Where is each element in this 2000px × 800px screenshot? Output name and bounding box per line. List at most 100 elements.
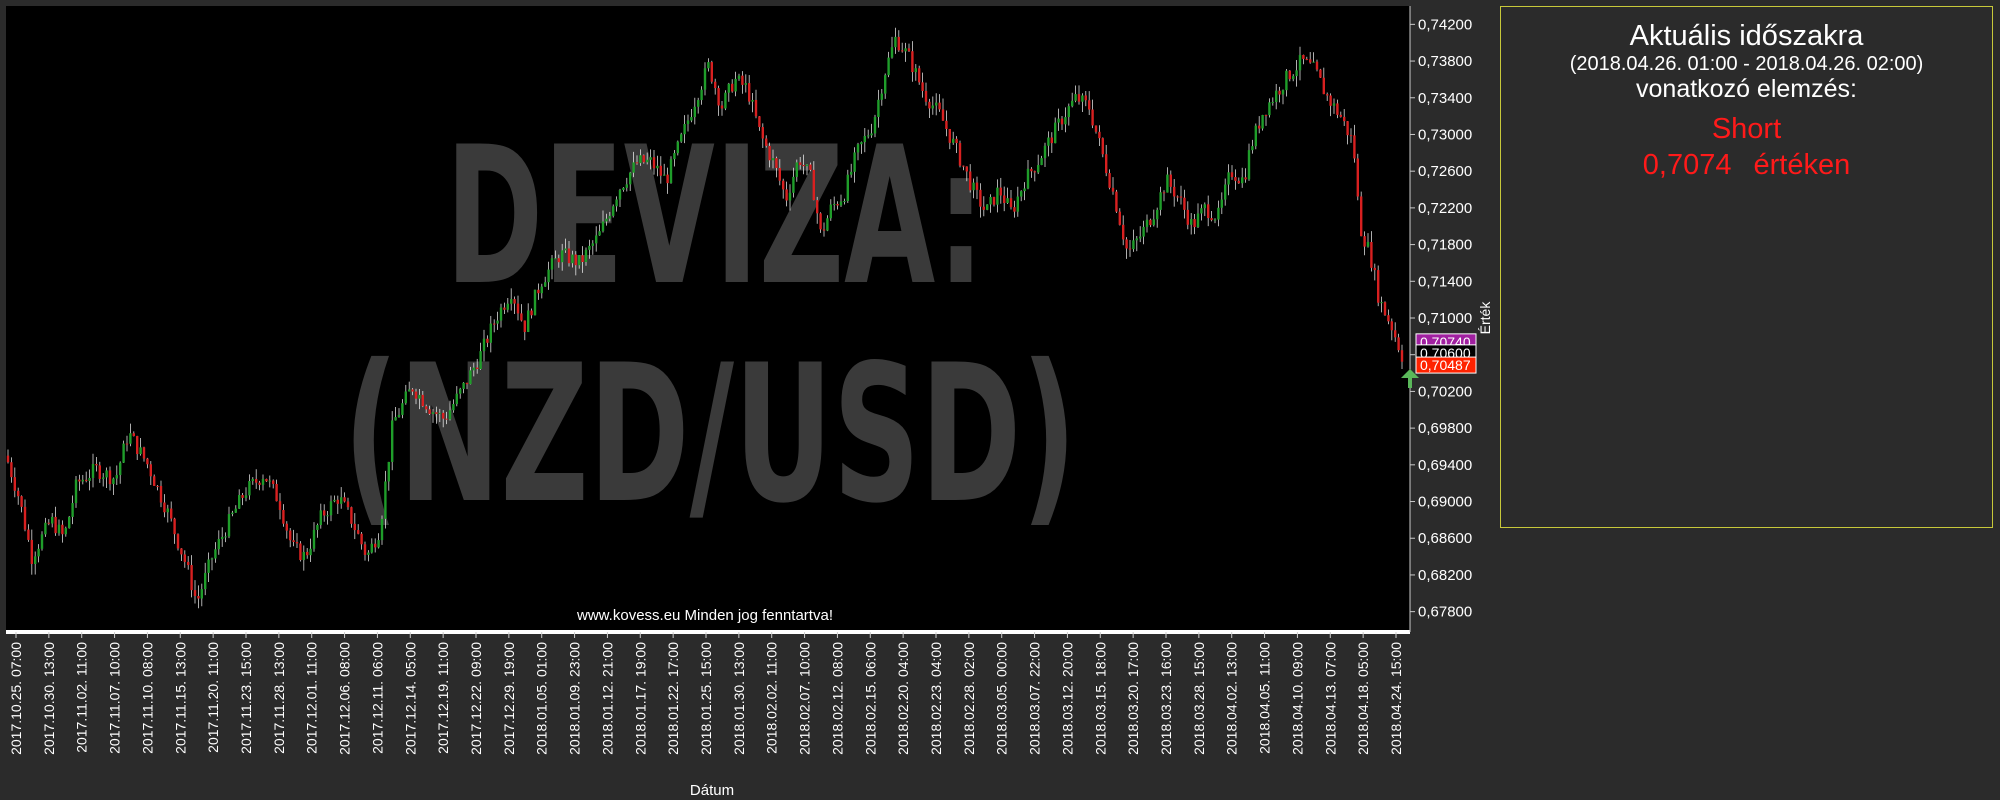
y-tick-label: 0,70200 xyxy=(1418,383,1472,400)
candle-body xyxy=(292,540,295,542)
candle-body xyxy=(1179,196,1183,198)
candle-body xyxy=(333,499,336,502)
candle-body xyxy=(996,187,999,205)
candle-body xyxy=(802,164,805,167)
candle-body xyxy=(958,143,962,166)
candle-body xyxy=(703,68,707,90)
candle-body xyxy=(54,516,57,534)
candle-body xyxy=(309,548,312,556)
candle-body xyxy=(1169,174,1172,187)
candle-body xyxy=(1186,209,1189,225)
candle-body xyxy=(183,554,186,562)
candle-body xyxy=(1176,196,1179,198)
copyright-footer: www.kovess.eu Minden jog fenntartva! xyxy=(576,607,833,624)
candle-body xyxy=(1152,219,1155,226)
candle-body xyxy=(999,187,1002,196)
candle-body xyxy=(666,174,669,184)
candle-body xyxy=(122,443,125,463)
candle-body xyxy=(68,516,71,529)
signal-price: 0,7074 xyxy=(1642,149,1732,181)
candle-body xyxy=(238,494,241,509)
watermark-line-2: (NZD/USD) xyxy=(343,324,1077,546)
candle-body xyxy=(394,417,397,421)
candle-body xyxy=(945,120,948,130)
x-tick-label: 2018.01.09. 23:00 xyxy=(567,642,583,755)
candle-body xyxy=(510,299,513,304)
candle-body xyxy=(210,558,214,560)
candle-body xyxy=(574,254,577,266)
candle-body xyxy=(476,367,479,370)
candle-body xyxy=(1288,70,1291,80)
candle-body xyxy=(724,92,727,109)
candle-body xyxy=(911,51,914,73)
price-marker-label: 0,70487 xyxy=(1420,357,1471,373)
analysis-panel: Aktuális időszakra (2018.04.26. 01:00 - … xyxy=(1500,6,1993,528)
candle-body xyxy=(588,245,591,250)
candle-body xyxy=(1020,191,1023,197)
candle-body xyxy=(989,196,992,205)
candle-body xyxy=(1275,90,1278,103)
candle-body xyxy=(1193,219,1196,228)
price-marker-box xyxy=(1415,356,1477,374)
candle-body xyxy=(1088,100,1091,110)
candle-body xyxy=(421,394,424,407)
candle-body xyxy=(289,530,292,541)
candle-body xyxy=(81,479,84,482)
candle-body xyxy=(544,282,547,287)
candle-body xyxy=(826,218,829,231)
x-tick-label: 2017.12.14. 05:00 xyxy=(402,642,418,755)
candle-body xyxy=(261,478,265,485)
candle-body xyxy=(299,543,302,561)
candle-body xyxy=(489,323,492,343)
candle-body xyxy=(564,248,567,251)
candle-body xyxy=(788,192,792,201)
candle-body xyxy=(506,303,509,310)
candle-body xyxy=(873,116,877,134)
x-tick-label: 2017.12.06. 08:00 xyxy=(337,642,353,755)
candle-body xyxy=(1394,330,1397,338)
signal-label: Short xyxy=(1711,113,1782,145)
candle-body xyxy=(1135,238,1138,241)
candle-body xyxy=(914,68,917,73)
x-tick-label: 2018.03.28. 15:00 xyxy=(1191,642,1207,755)
candle-body xyxy=(962,165,965,167)
candle-body xyxy=(479,351,482,370)
candle-body xyxy=(1132,240,1135,250)
y-tick-label: 0,68200 xyxy=(1418,567,1472,584)
candle-body xyxy=(533,289,537,316)
candle-body xyxy=(248,481,251,496)
candle-body xyxy=(91,463,95,478)
candle-body xyxy=(707,62,710,69)
candle-body xyxy=(47,522,50,524)
candle-body xyxy=(986,204,989,210)
candle-body xyxy=(741,75,744,85)
candle-body xyxy=(880,93,883,100)
candle-body xyxy=(1060,118,1064,125)
candle-body xyxy=(1360,196,1363,237)
candle-body xyxy=(669,159,673,184)
candle-body xyxy=(1281,90,1285,95)
candle-body xyxy=(102,477,105,479)
y-tick-label: 0,68600 xyxy=(1418,530,1472,547)
candle-body xyxy=(527,310,530,332)
candle-body xyxy=(1013,207,1016,212)
candle-body xyxy=(353,523,356,531)
y-tick-label: 0,73000 xyxy=(1418,126,1472,143)
x-tick-label: 2017.11.23. 15:00 xyxy=(238,642,254,754)
candle-body xyxy=(955,138,958,144)
x-tick-label: 2017.11.20. 11:00 xyxy=(205,642,221,753)
candle-body xyxy=(200,589,203,599)
candle-body xyxy=(438,412,441,414)
candle-body xyxy=(132,433,135,437)
candle-body xyxy=(95,463,98,466)
candle-body xyxy=(431,412,435,414)
x-axis-label: Dátum xyxy=(690,782,734,799)
candle-body xyxy=(952,138,955,143)
candle-body xyxy=(1047,137,1050,146)
candle-body xyxy=(1145,219,1149,227)
candle-body xyxy=(700,89,703,101)
candle-body xyxy=(795,162,798,177)
panel-time-range: (2018.04.26. 01:00 - 2018.04.26. 02:00) xyxy=(1569,53,1924,75)
candle-body xyxy=(391,420,394,462)
